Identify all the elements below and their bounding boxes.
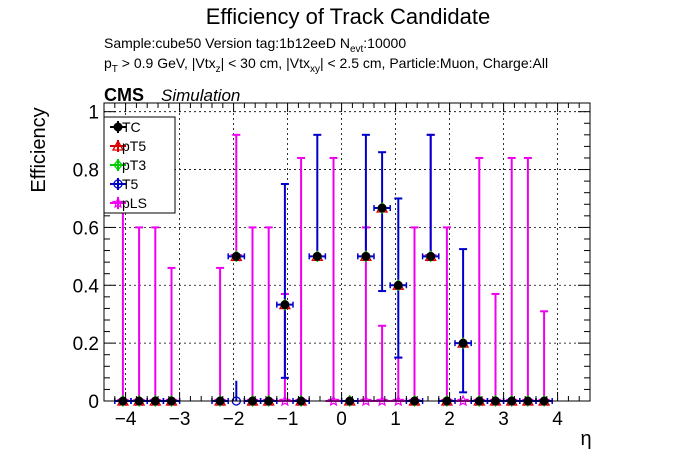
x-tick-label-2: −2: [223, 409, 245, 430]
info-xy-sub: xy: [310, 64, 320, 75]
plot-frame: [103, 102, 591, 402]
tc-point-8: [276, 183, 294, 379]
legend-entry-pT5: pT5: [110, 138, 146, 154]
tc-point-13: [421, 133, 440, 263]
y-tick-label-3: 0.6: [73, 218, 99, 239]
cms-label: CMS: [104, 85, 144, 105]
tc-marker: [458, 338, 468, 348]
x-tick-label-7: 3: [498, 409, 509, 430]
pls-point-7: [260, 226, 277, 407]
chart-title: Efficiency of Track Candidate: [206, 4, 491, 29]
x-tick-label-6: 2: [444, 409, 455, 430]
info-line-1-tail: :10000: [363, 35, 406, 51]
info-line-1-sub: evt: [350, 44, 364, 55]
tc-marker: [426, 251, 436, 261]
pls-marker: [359, 394, 373, 407]
legend-entry-pT3: pT3: [110, 157, 146, 173]
pls-point-22: [536, 310, 553, 407]
info-line-1: Sample:cube50 Version tag:1b12eeD Nevt:1…: [104, 35, 406, 55]
axes: [103, 102, 591, 402]
pls-point-5: [228, 133, 245, 262]
pls-point-14: [406, 226, 423, 407]
legend-label: pT5: [122, 138, 146, 154]
pls-point-10: [325, 156, 342, 407]
info-pt-sub: T: [112, 64, 118, 75]
legend-label: pLS: [122, 195, 147, 211]
pls-point-1: [131, 226, 148, 407]
tc-point-11: [373, 151, 391, 293]
pls-point-16: [438, 226, 455, 407]
pls-point-13: [390, 356, 407, 407]
legend-marker: [113, 122, 123, 132]
y-axis-label: Efficiency: [28, 107, 50, 192]
grid-lines: [104, 103, 590, 402]
pls-point-19: [487, 292, 504, 407]
tc-marker: [361, 251, 371, 261]
info-z-sub: z: [216, 64, 221, 75]
pls-point-9: [293, 156, 310, 407]
y-tick-label-0: 0: [88, 392, 99, 413]
x-tick-label-3: −1: [277, 409, 299, 430]
tc-point-14: [454, 248, 472, 394]
tc-marker: [280, 300, 290, 310]
tc-point-12: [389, 197, 408, 359]
legend-label: TC: [122, 119, 141, 135]
y-tick-label-5: 1: [88, 103, 99, 124]
info-b: | < 30 cm, |Vtx: [221, 55, 310, 71]
simulation-label: Simulation: [161, 86, 240, 105]
tc-marker: [377, 203, 387, 213]
legend-marker: [113, 158, 123, 172]
pls-marker: [391, 394, 405, 407]
x-tick-label-5: 1: [390, 409, 401, 430]
pls-point-6: [244, 226, 261, 407]
x-tick-label-0: −4: [115, 409, 137, 430]
info-line-1-main: Sample:cube50 Version tag:1b12eeD N: [104, 35, 350, 51]
info-c: | < 2.5 cm, Particle:Muon, Charge:All: [320, 55, 548, 71]
y-tick-label-4: 0.8: [73, 161, 99, 182]
y-tick-label-1: 0.2: [73, 334, 99, 355]
tick-labels: −4 −3 −2 −1 0 1 2 3 4 0 0.2 0.4 0.6 0.8 1: [73, 103, 564, 430]
pls-marker: [456, 394, 470, 407]
legend-label: pT3: [122, 157, 146, 173]
tc-point-10: [357, 133, 375, 263]
legend-entry-T5: T5: [110, 176, 139, 192]
pls-point-21: [519, 156, 536, 407]
y-tick-label-2: 0.4: [73, 276, 100, 297]
tc-marker: [393, 280, 403, 290]
legend-marker: [113, 179, 123, 189]
tc-marker: [231, 251, 241, 261]
tc-point-9: [308, 133, 327, 263]
data-marks: [114, 133, 553, 408]
tc-marker: [312, 251, 322, 261]
pls-point-2: [147, 226, 164, 407]
legend-label: T5: [122, 176, 139, 192]
pls-point-18: [471, 156, 488, 407]
info-p: p: [104, 55, 112, 71]
x-axis-label: η: [580, 428, 591, 450]
legend: TC pT5 pT3 T5 pLS: [103, 116, 176, 214]
x-tick-label-8: 4: [552, 409, 563, 430]
pls-point-20: [503, 156, 520, 407]
legend-entry-TC: TC: [110, 119, 141, 135]
legend-marker: [111, 139, 125, 151]
info-line-2: pT > 0.9 GeV, |Vtxz| < 30 cm, |Vtxxy| < …: [104, 55, 548, 75]
x-tick-label-4: 0: [336, 409, 347, 430]
info-a: > 0.9 GeV, |Vtx: [118, 55, 216, 71]
tc-point-5: [227, 250, 246, 263]
pls-point-4: [212, 266, 229, 407]
pls-point-3: [163, 266, 180, 407]
pls-marker: [278, 394, 292, 407]
x-tick-label-1: −3: [169, 409, 191, 430]
pls-marker: [375, 394, 389, 407]
pls-marker: [327, 394, 340, 407]
legend-marker: [111, 196, 125, 209]
pls-point-12: [374, 324, 391, 407]
legend-entry-pLS: pLS: [110, 195, 147, 211]
